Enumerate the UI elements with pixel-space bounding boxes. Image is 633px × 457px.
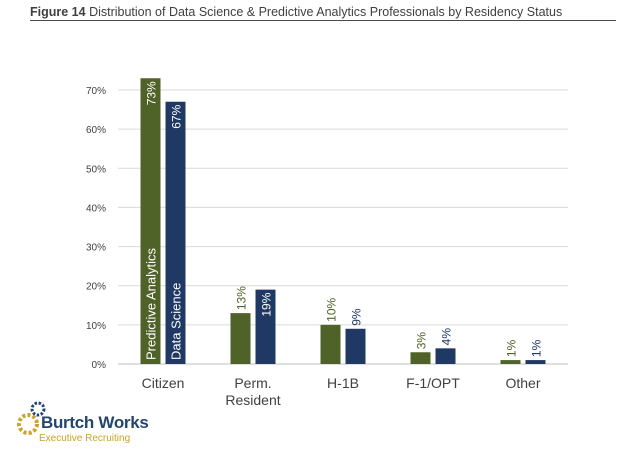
figure-header: Figure 14 Distribution of Data Science &…: [30, 5, 616, 19]
y-tick-label: 10%: [86, 321, 106, 332]
x-tick-label: Perm.: [234, 375, 271, 391]
y-tick-label: 20%: [86, 282, 106, 293]
data-label: 1%: [530, 339, 544, 357]
bar: [345, 328, 366, 364]
burtch-works-logo: Burtch Works Executive Recruiting: [14, 398, 174, 448]
x-tick-label: Resident: [225, 392, 280, 408]
bar: [230, 313, 251, 364]
figure-title: Distribution of Data Science & Predictiv…: [89, 5, 563, 19]
legend-series-label: Data Science: [169, 283, 184, 360]
x-tick-label: H-1B: [327, 375, 359, 391]
bar: [410, 352, 431, 364]
bar: [525, 360, 546, 364]
y-tick-label: 70%: [86, 86, 106, 97]
data-label: 10%: [325, 298, 339, 322]
data-label: 73%: [145, 81, 159, 105]
x-tick-label: F-1/OPT: [406, 375, 460, 391]
data-label: 3%: [415, 332, 429, 350]
bar: [255, 289, 276, 364]
y-tick-label: 50%: [86, 164, 106, 175]
bar: [165, 101, 186, 364]
header-rule: [30, 20, 616, 21]
y-tick-label: 30%: [86, 243, 106, 254]
bar: [435, 348, 456, 364]
gear-icon: [17, 401, 46, 435]
logo-tagline: Executive Recruiting: [39, 433, 131, 444]
bar: [500, 360, 521, 364]
bar: [140, 78, 161, 364]
data-label: 9%: [350, 308, 364, 326]
bar: [320, 324, 341, 364]
x-tick-label: Other: [505, 375, 540, 391]
legend-series-label: Predictive Analytics: [144, 248, 159, 360]
data-label: 1%: [505, 339, 519, 357]
data-label: 19%: [260, 292, 274, 316]
y-tick-label: 40%: [86, 203, 106, 214]
x-tick-label: Citizen: [142, 375, 185, 391]
data-label: 4%: [440, 328, 454, 346]
data-label: 67%: [170, 104, 184, 128]
y-tick-label: 0%: [92, 360, 107, 371]
y-tick-label: 60%: [86, 125, 106, 136]
data-label: 13%: [235, 286, 249, 310]
figure-number: Figure 14: [30, 5, 86, 19]
logo-name: Burtch Works: [41, 413, 149, 432]
